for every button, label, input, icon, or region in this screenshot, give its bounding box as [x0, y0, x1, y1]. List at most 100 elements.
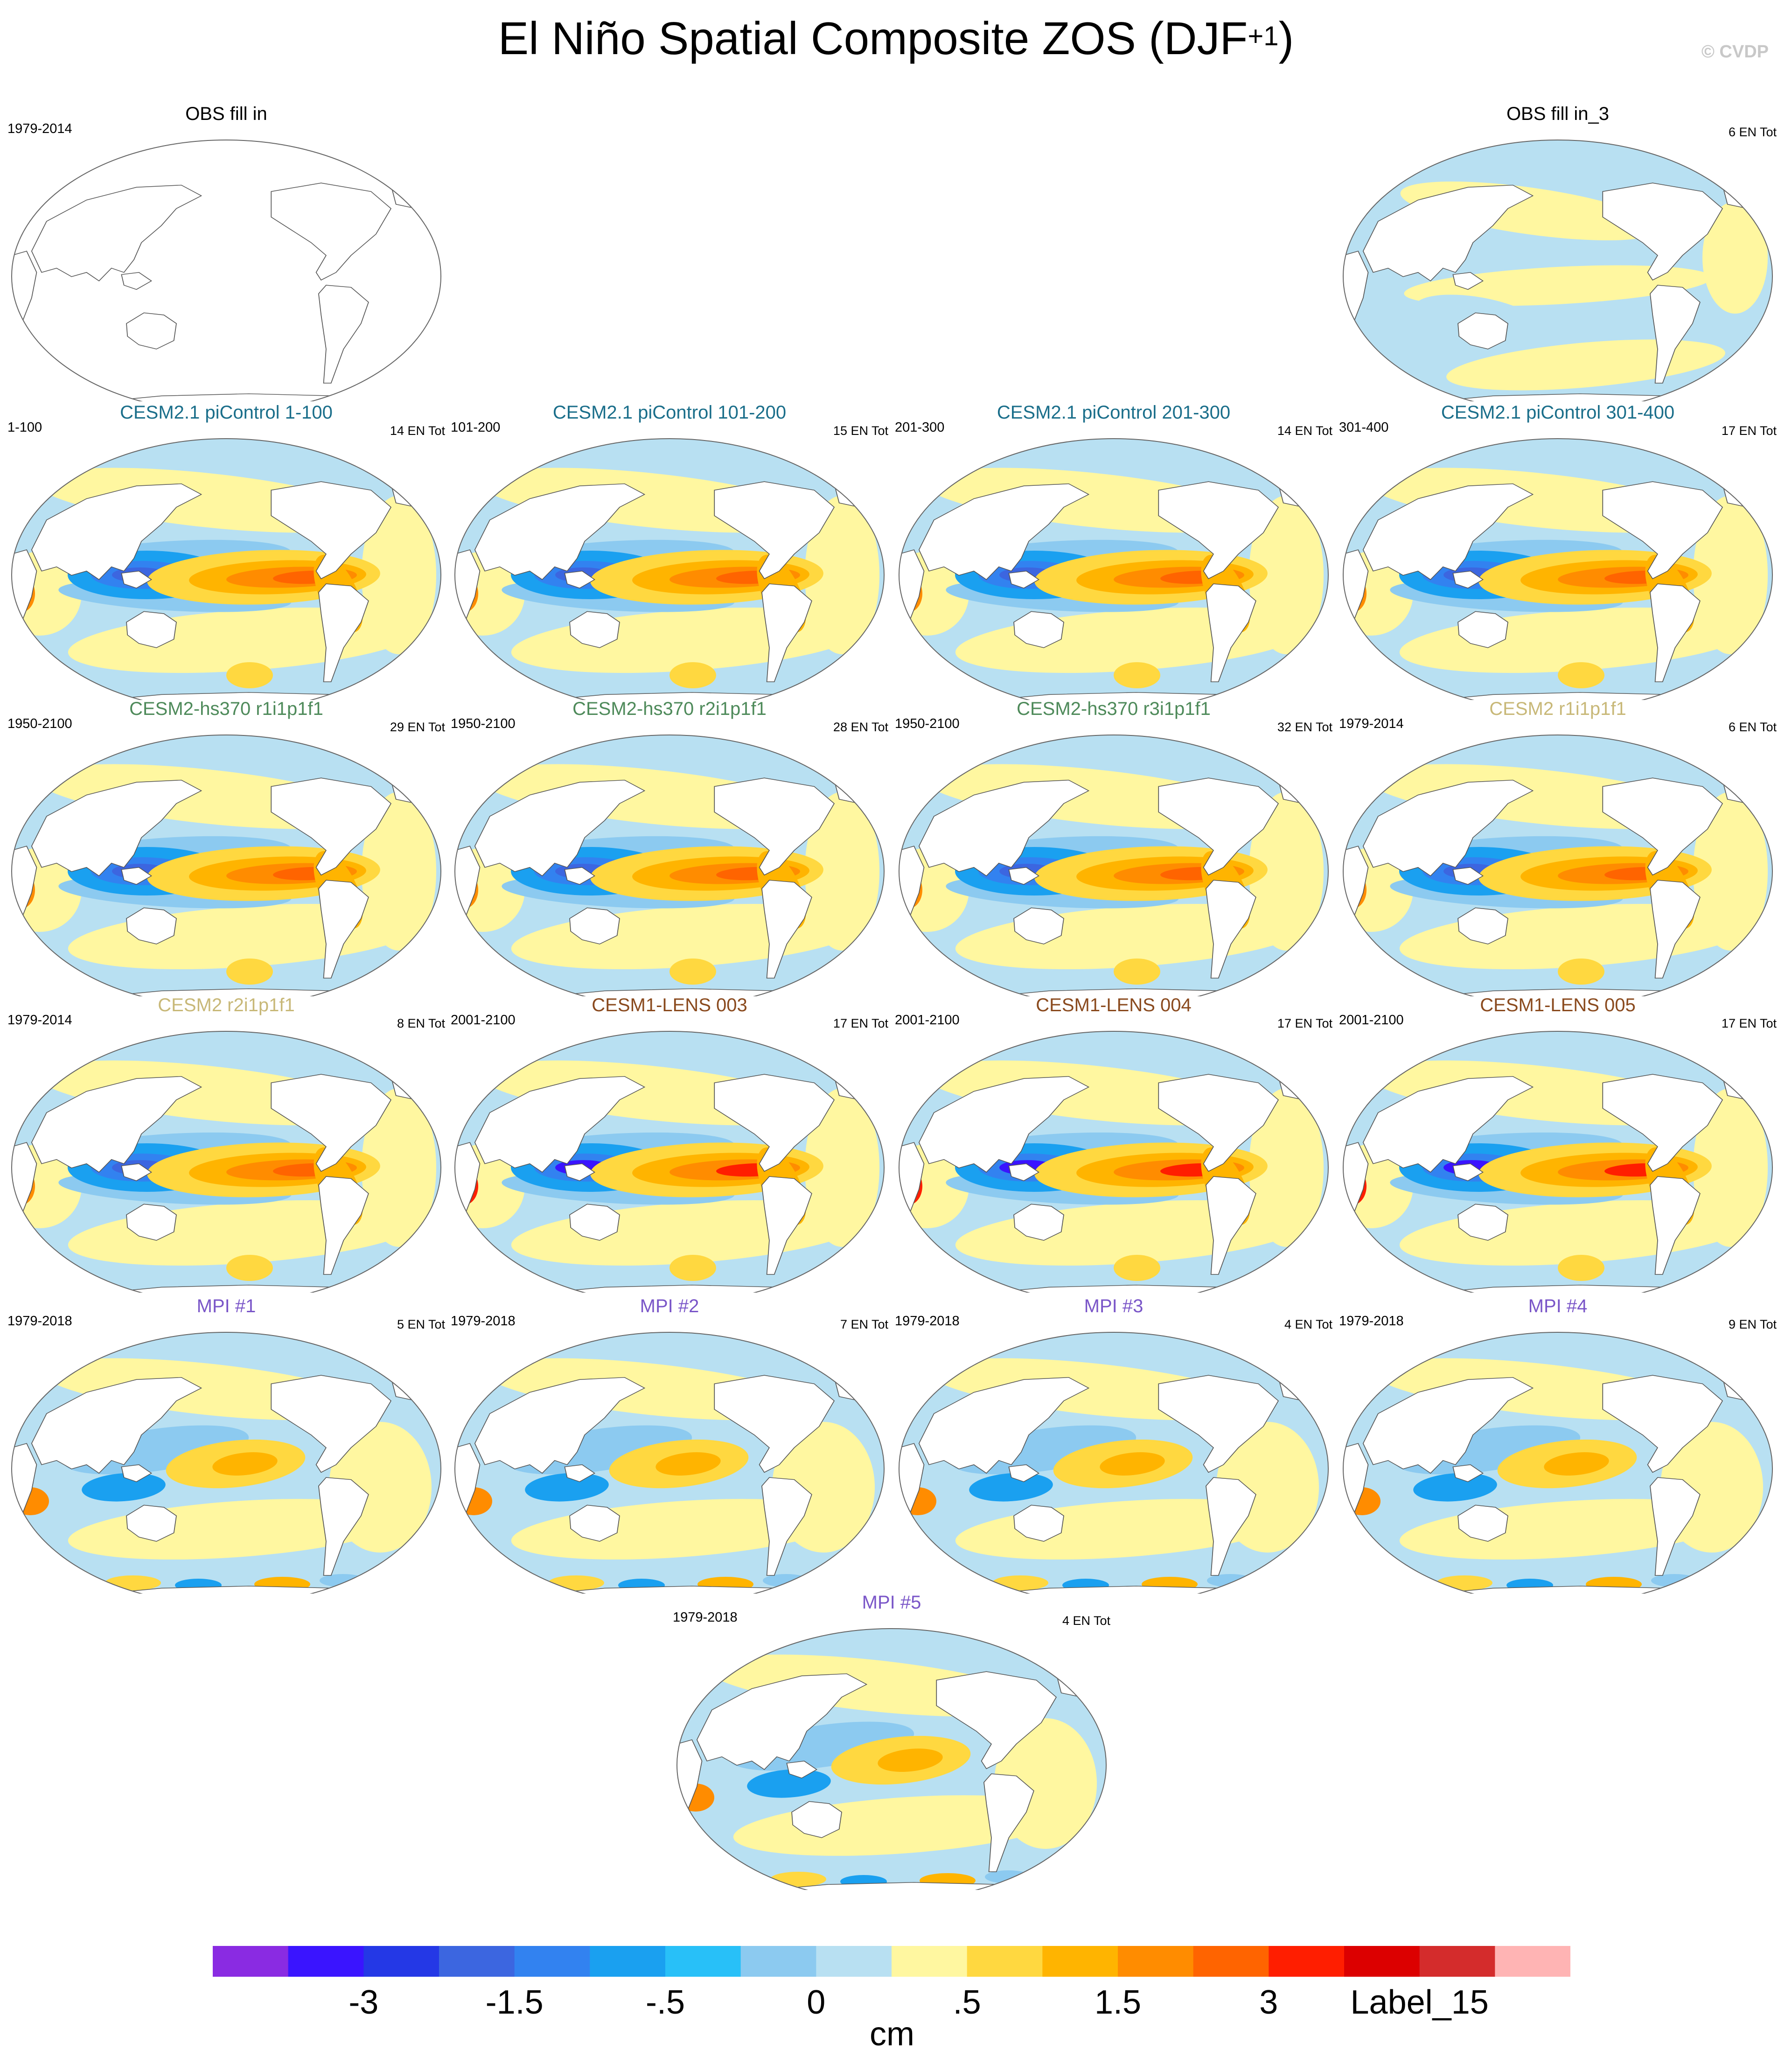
- landmass-asia: [1362, 483, 1534, 581]
- southern-ocean-pos-1: [992, 1575, 1048, 1590]
- southern-ocean-pos-1: [1436, 1575, 1492, 1590]
- colorbar-segment: [1344, 1946, 1420, 1977]
- landmass-south-america: [761, 1477, 812, 1576]
- map-outline: [1343, 1031, 1773, 1293]
- landmass-asia: [31, 184, 202, 282]
- pos-anomaly-atlantic: [362, 792, 436, 951]
- panel-period: 1950-2100: [7, 716, 72, 731]
- title-superscript: +1: [1248, 21, 1279, 51]
- landmass-maritime: [1452, 272, 1484, 290]
- map-outline: [454, 1332, 885, 1594]
- pos-anomaly-atlantic: [1249, 1088, 1324, 1247]
- panel-event-count: 17 EN Tot: [1721, 1016, 1777, 1030]
- map-plot: [1343, 1031, 1773, 1293]
- panel-period: 2001-2100: [1339, 1013, 1404, 1028]
- panel-event-count: 28 EN Tot: [833, 720, 888, 734]
- map-field: [899, 1332, 1328, 1594]
- colorbar-tick-label: .5: [953, 1984, 981, 2021]
- pos-anomaly-southpac: [1558, 959, 1604, 985]
- landmass-australia: [126, 1504, 177, 1542]
- southern-ocean-pos-1: [770, 1872, 826, 1887]
- landmass-greenland: [833, 1074, 875, 1100]
- colorbar-unit: cm: [870, 2015, 914, 2053]
- landmass-greenland: [390, 182, 432, 209]
- landmass-maritime: [564, 1464, 595, 1483]
- landmass-south-america: [1650, 880, 1701, 979]
- panel-period: 2001-2100: [451, 1013, 516, 1028]
- landmass-greenland: [1722, 777, 1763, 804]
- landmass-australia: [1013, 907, 1064, 945]
- pos-anomaly-east: [1702, 202, 1768, 314]
- panel-title: CESM2.1 piControl 1-100: [120, 402, 333, 423]
- colorbar-tick-label: 1.5: [1094, 1984, 1142, 2021]
- coastlines: [12, 182, 432, 401]
- map-panel: CESM2-hs370 r2i1p1f1 1950-2100 28 EN Tot: [448, 698, 891, 996]
- neg-anomaly-west-core: [747, 1769, 831, 1798]
- colorbar-tick-label: -.5: [645, 1984, 685, 2021]
- panel-period: 201-300: [895, 420, 945, 435]
- landmass-australia: [1457, 1203, 1508, 1241]
- landmass-maritime: [1452, 1464, 1484, 1483]
- panel-title: CESM1-LENS 003: [592, 995, 747, 1015]
- southern-ocean-pos-1: [548, 1575, 604, 1590]
- landmass-south-america: [318, 880, 369, 979]
- landmass-asia: [1362, 779, 1534, 877]
- pos-anomaly-southpac: [226, 959, 273, 985]
- landmass-greenland: [1722, 182, 1763, 209]
- map-panel: OBS fill in 1979-2014: [5, 103, 448, 401]
- title-close: ): [1278, 13, 1294, 64]
- landmass-maritime: [786, 1760, 817, 1779]
- pos-anomaly-atlantic: [1693, 1088, 1768, 1247]
- colorbar-segment: [1042, 1946, 1118, 1977]
- map-field: [12, 439, 441, 700]
- colorbar-segment: [1118, 1946, 1194, 1977]
- panel-event-count: 29 EN Tot: [390, 720, 445, 734]
- colorbar-segment: [665, 1946, 741, 1977]
- landmass-south-america: [761, 583, 812, 682]
- map-plot: [899, 1332, 1329, 1594]
- coastlines: [12, 1375, 432, 1594]
- map-outline: [454, 438, 885, 700]
- landmass-north-america: [1602, 182, 1723, 281]
- landmass-maritime: [564, 570, 595, 589]
- landmass-north-america: [1602, 481, 1723, 580]
- map-outline: [454, 1031, 885, 1293]
- pos-anomaly-atlantic: [1249, 496, 1324, 654]
- landmass-north-america: [714, 481, 835, 580]
- landmass-maritime: [121, 570, 152, 589]
- landmass-greenland: [833, 481, 875, 508]
- landmass-asia: [918, 1076, 1090, 1173]
- panel-event-count: 9 EN Tot: [1728, 1317, 1777, 1331]
- landmass-north-america: [271, 1074, 392, 1172]
- pos-anomaly-atlantic: [805, 792, 879, 951]
- panel-period: 1979-2018: [895, 1314, 960, 1329]
- title-main: El Niño Spatial Composite ZOS (DJF: [498, 13, 1248, 64]
- landmass-greenland: [1722, 1375, 1763, 1401]
- panel-event-count: 14 EN Tot: [1277, 424, 1332, 438]
- landmass-greenland: [1055, 1671, 1097, 1698]
- colorbar-segment: [816, 1946, 892, 1977]
- landmass-asia: [918, 1377, 1090, 1474]
- map-panel: CESM2 r2i1p1f1 1979-2014 8 EN Tot: [5, 994, 448, 1293]
- panel-title: CESM2.1 piControl 301-400: [1441, 402, 1675, 423]
- landmass-australia: [791, 1801, 842, 1838]
- landmass-north-america: [1158, 481, 1279, 580]
- landmass-maritime: [1008, 867, 1039, 885]
- copyright-label: © CVDP: [1701, 42, 1769, 62]
- pos-anomaly-atlantic: [1693, 792, 1768, 951]
- panel-period: 1979-2018: [1339, 1314, 1404, 1329]
- map-plot: [899, 438, 1329, 700]
- landmass-australia: [569, 611, 620, 648]
- map-panel: MPI #5 1979-2018 4 EN Tot: [670, 1591, 1113, 1890]
- panel-title: CESM2-hs370 r2i1p1f1: [572, 699, 767, 719]
- landmass-south-america: [318, 1176, 369, 1275]
- map-panel: CESM1-LENS 005 2001-2100 17 EN Tot: [1336, 994, 1779, 1293]
- landmass-north-america: [1158, 777, 1279, 876]
- map-outline: [1343, 1332, 1773, 1594]
- landmass-north-america: [271, 182, 392, 281]
- landmass-greenland: [390, 1375, 432, 1401]
- landmass-australia: [1457, 1504, 1508, 1542]
- neg-anomaly-west-core: [82, 1473, 166, 1502]
- map-field: [1343, 1332, 1772, 1594]
- landmass-asia: [31, 483, 202, 581]
